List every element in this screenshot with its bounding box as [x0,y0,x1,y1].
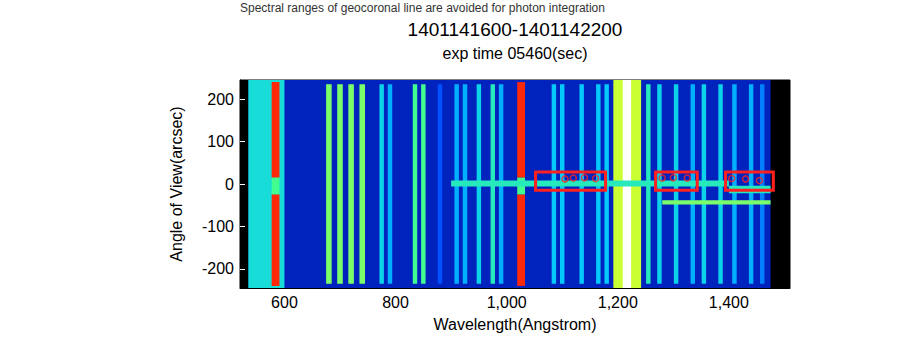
svg-text:200: 200 [207,91,234,108]
svg-text:Angle of View(arcsec): Angle of View(arcsec) [168,106,185,261]
svg-text:1,200: 1,200 [598,294,638,311]
svg-text:0: 0 [225,176,234,193]
svg-text:-200: -200 [202,260,234,277]
svg-text:1,400: 1,400 [709,294,749,311]
svg-text:100: 100 [207,133,234,150]
svg-text:Spectral ranges of geocoronal: Spectral ranges of geocoronal line are a… [240,1,605,15]
svg-text:1401141600-1401142200: 1401141600-1401142200 [408,19,623,40]
svg-text:600: 600 [271,294,298,311]
svg-text:800: 800 [382,294,409,311]
svg-text:1,000: 1,000 [487,294,527,311]
svg-text:-100: -100 [202,218,234,235]
svg-text:exp time 05460(sec): exp time 05460(sec) [443,45,588,62]
svg-text:Wavelength(Angstrom): Wavelength(Angstrom) [433,316,596,333]
